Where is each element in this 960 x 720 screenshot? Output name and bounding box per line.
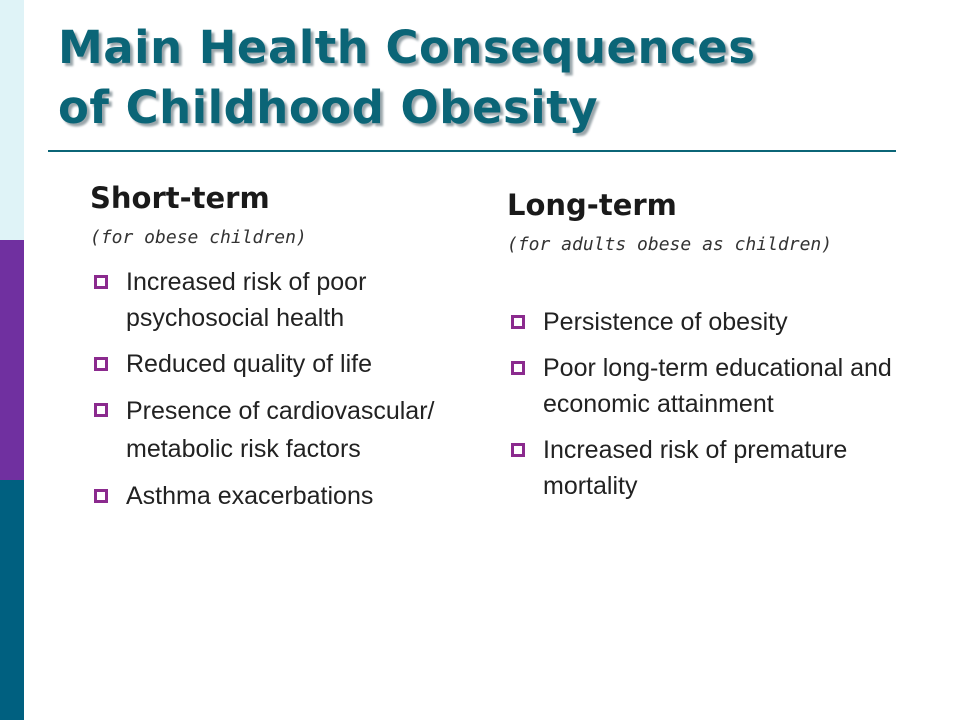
list-item: Increased risk of premature mortality xyxy=(507,432,937,504)
short-term-heading: Short-term xyxy=(90,181,270,215)
long-term-subheading: (for adults obese as children) xyxy=(507,234,833,255)
list-item-text: Presence of cardiovascular/ metabolic ri… xyxy=(126,397,435,463)
list-item: Persistence of obesity xyxy=(507,304,937,340)
square-bullet-icon xyxy=(94,489,108,503)
short-term-subheading: (for obese children) xyxy=(90,227,307,248)
square-bullet-icon xyxy=(511,361,525,375)
list-item-text: Increased risk of poor psychosocial heal… xyxy=(126,268,367,332)
slide-title-line-1: Main Health Consequences xyxy=(58,21,756,74)
short-term-list: Increased risk of poor psychosocial heal… xyxy=(90,264,460,524)
square-bullet-icon xyxy=(511,443,525,457)
side-accent-bottom xyxy=(0,480,24,720)
slide-title-line-2: of Childhood Obesity xyxy=(58,81,599,134)
square-bullet-icon xyxy=(94,357,108,371)
square-bullet-icon xyxy=(511,315,525,329)
list-item: Reduced quality of life xyxy=(90,346,460,382)
side-accent-middle xyxy=(0,240,24,480)
list-item: Poor long-term educational and economic … xyxy=(507,350,937,422)
list-item-text: Increased risk of premature mortality xyxy=(543,436,848,500)
list-item: Increased risk of poor psychosocial heal… xyxy=(90,264,460,336)
square-bullet-icon xyxy=(94,275,108,289)
list-item: Presence of cardiovascular/ metabolic ri… xyxy=(90,392,460,468)
square-bullet-icon xyxy=(94,403,108,417)
long-term-heading: Long-term xyxy=(507,188,677,222)
list-item-text: Persistence of obesity xyxy=(543,308,788,336)
title-divider xyxy=(48,150,896,152)
list-item-text: Poor long-term educational and economic … xyxy=(543,354,892,418)
slide-title: Main Health Consequences of Childhood Ob… xyxy=(58,18,918,138)
list-item-text: Reduced quality of life xyxy=(126,350,372,378)
side-accent-top xyxy=(0,0,24,240)
list-item: Asthma exacerbations xyxy=(90,478,460,514)
long-term-list: Persistence of obesity Poor long-term ed… xyxy=(507,304,937,514)
list-item-text: Asthma exacerbations xyxy=(126,482,374,510)
